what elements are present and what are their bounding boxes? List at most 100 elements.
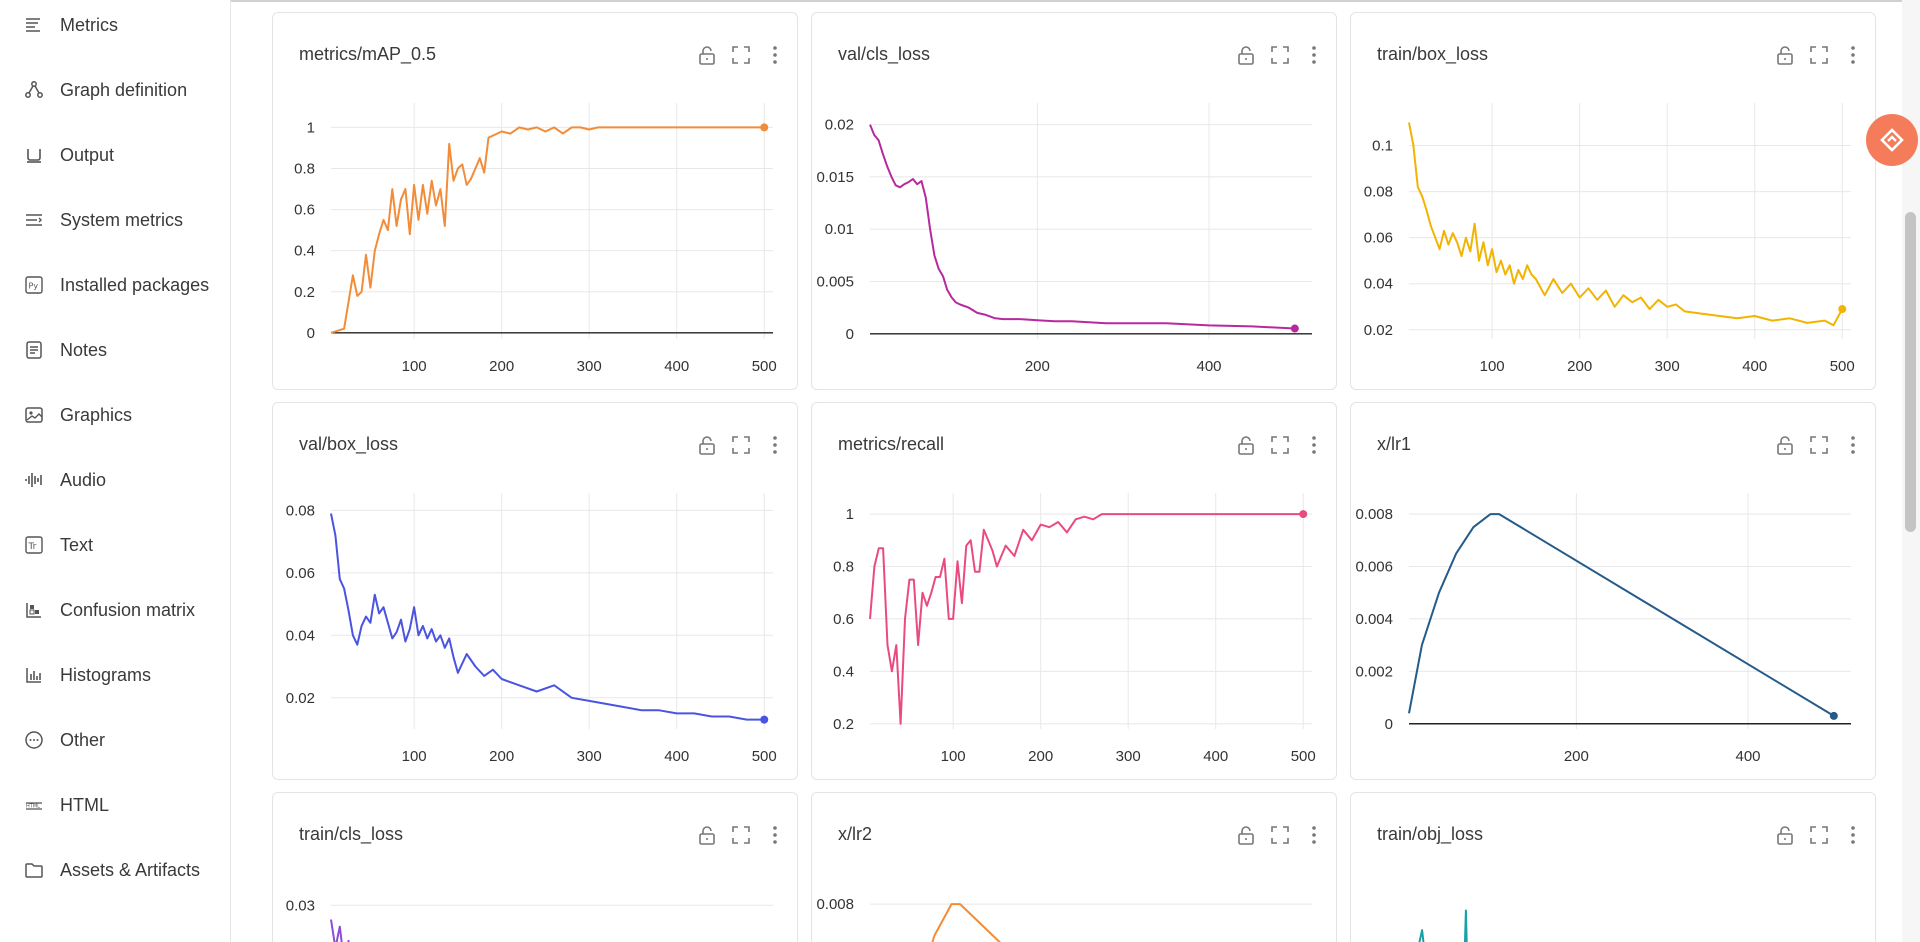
- sidebar-item-audio[interactable]: Audio: [0, 460, 231, 500]
- last-point-marker: [1299, 510, 1308, 519]
- floating-action-button[interactable]: [1866, 114, 1918, 166]
- line-chart[interactable]: 0.04: [1351, 793, 1876, 942]
- sidebar-item-output[interactable]: Output: [0, 135, 231, 175]
- line-chart[interactable]: 100 200 300 400 500 0.2 0.4 0.6 0.8 1: [812, 403, 1337, 780]
- installed-packages-icon: Py: [24, 275, 44, 295]
- fullscreen-button[interactable]: [1807, 433, 1831, 457]
- more-options-button[interactable]: [1841, 823, 1865, 847]
- line-chart[interactable]: 200 400 0 0.002 0.004 0.006 0.008: [1351, 403, 1876, 780]
- fullscreen-icon: [1271, 436, 1289, 454]
- diamond-arrow-icon: [1880, 128, 1904, 152]
- more-options-button[interactable]: [1302, 43, 1326, 67]
- y-tick-label: 0.6: [833, 611, 854, 628]
- fullscreen-button[interactable]: [1807, 43, 1831, 67]
- sidebar-item-graph-definition[interactable]: Graph definition: [0, 70, 231, 110]
- y-tick-label: 0: [307, 325, 315, 342]
- series-line: [1408, 513, 1835, 717]
- sidebar-item-label: Installed packages: [60, 274, 210, 295]
- sidebar-item-graphics[interactable]: Graphics: [0, 395, 231, 435]
- line-chart[interactable]: 100 200 300 400 500 0.02 0.04 0.06 0.08 0.1: [1351, 13, 1876, 390]
- x-tick-label: 200: [1564, 748, 1589, 765]
- x-tick-label: 500: [1291, 748, 1316, 765]
- fullscreen-icon: [732, 826, 750, 844]
- more-options-button[interactable]: [763, 823, 787, 847]
- sidebar-item-system-metrics[interactable]: System metrics: [0, 200, 231, 240]
- line-chart[interactable]: 200 400 0 0.005 0.01 0.015 0.02: [812, 13, 1337, 390]
- sidebar-item-label: Metrics: [60, 14, 118, 35]
- lock-button[interactable]: [1773, 43, 1797, 67]
- fullscreen-button[interactable]: [1807, 823, 1831, 847]
- lock-button[interactable]: [1234, 433, 1258, 457]
- lock-button[interactable]: [1773, 823, 1797, 847]
- fullscreen-button[interactable]: [1268, 823, 1292, 847]
- line-chart[interactable]: 100 200 300 400 500 0.02 0.04 0.06 0.08: [273, 403, 798, 780]
- x-tick-label: 500: [1830, 358, 1855, 375]
- y-tick-label: 0: [1385, 716, 1393, 733]
- sidebar-item-installed-packages[interactable]: Py Installed packages: [0, 265, 231, 305]
- sidebar-item-label: Histograms: [60, 664, 152, 685]
- chart-title: val/cls_loss: [838, 44, 931, 64]
- other-icon: [24, 730, 44, 750]
- lock-open-icon: [1238, 436, 1254, 455]
- fullscreen-button[interactable]: [729, 433, 753, 457]
- x-tick-label: 200: [1567, 358, 1592, 375]
- fullscreen-button[interactable]: [1268, 433, 1292, 457]
- sidebar-item-label: Text: [60, 534, 94, 555]
- more-options-button[interactable]: [1841, 433, 1865, 457]
- fullscreen-icon: [1271, 826, 1289, 844]
- sidebar-item-assets-artifacts[interactable]: Assets & Artifacts: [0, 850, 231, 890]
- fullscreen-button[interactable]: [729, 43, 753, 67]
- sidebar-item-confusion-matrix[interactable]: Confusion matrix: [0, 590, 231, 630]
- y-tick-label: 0.04: [286, 627, 315, 644]
- chart-panel: 0.0080.006x/lr2: [811, 792, 1337, 942]
- output-icon: [24, 145, 44, 165]
- last-point-marker: [1290, 324, 1299, 333]
- chart-toolbar: [695, 433, 787, 457]
- more-vertical-icon: [1312, 826, 1316, 844]
- sidebar-item-histograms[interactable]: Histograms: [0, 655, 231, 695]
- fullscreen-icon: [1810, 46, 1828, 64]
- y-tick-label: 0.015: [816, 169, 854, 186]
- html-icon: HTML: [24, 795, 44, 815]
- y-tick-label: 0.06: [286, 565, 315, 582]
- line-chart[interactable]: 0.0080.006: [812, 793, 1337, 942]
- y-tick-label: 0.1: [1372, 138, 1393, 155]
- line-chart[interactable]: 100 200 300 400 500 0 0.2 0.4 0.6 0.8 1: [273, 13, 798, 390]
- chart-panel: 200 400 0 0.002 0.004 0.006 0.008 x/lr1: [1350, 402, 1876, 780]
- sidebar-item-metrics[interactable]: Metrics: [0, 5, 231, 45]
- chart-title: val/box_loss: [299, 434, 399, 454]
- scrollbar-thumb[interactable]: [1905, 212, 1916, 532]
- y-tick-label: 0.03: [286, 897, 315, 914]
- y-tick-label: 0.008: [816, 896, 854, 913]
- lock-button[interactable]: [1234, 823, 1258, 847]
- more-options-button[interactable]: [1302, 823, 1326, 847]
- chart-title: metrics/mAP_0.5: [299, 44, 437, 64]
- fullscreen-button[interactable]: [1268, 43, 1292, 67]
- line-chart[interactable]: 0.03: [273, 793, 798, 942]
- chart-title: train/box_loss: [1377, 44, 1489, 64]
- confusion-matrix-icon: [24, 600, 44, 620]
- more-options-button[interactable]: [1841, 43, 1865, 67]
- sidebar-item-label: Graphics: [60, 404, 133, 425]
- more-options-button[interactable]: [763, 433, 787, 457]
- lock-button[interactable]: [1234, 43, 1258, 67]
- y-tick-label: 0.02: [286, 690, 315, 707]
- more-options-button[interactable]: [1302, 433, 1326, 457]
- more-options-button[interactable]: [763, 43, 787, 67]
- fullscreen-button[interactable]: [729, 823, 753, 847]
- lock-open-icon: [1238, 46, 1254, 65]
- series-line: [869, 124, 1295, 330]
- lock-button[interactable]: [1773, 433, 1797, 457]
- chart-panel: 100 200 300 400 500 0.02 0.04 0.06 0.08 0.1 train/…: [1350, 12, 1876, 390]
- sidebar-item-notes[interactable]: Notes: [0, 330, 231, 370]
- sidebar-item-html[interactable]: HTML HTML: [0, 785, 231, 825]
- y-tick-label: 0.08: [286, 502, 315, 519]
- lock-button[interactable]: [695, 43, 719, 67]
- lock-button[interactable]: [695, 823, 719, 847]
- sidebar-item-label: Other: [60, 729, 106, 750]
- x-tick-label: 200: [489, 358, 514, 375]
- sidebar-item-text[interactable]: Tr Text: [0, 525, 231, 565]
- sidebar-item-other[interactable]: Other: [0, 720, 231, 760]
- lock-button[interactable]: [695, 433, 719, 457]
- x-tick-label: 400: [1196, 358, 1221, 375]
